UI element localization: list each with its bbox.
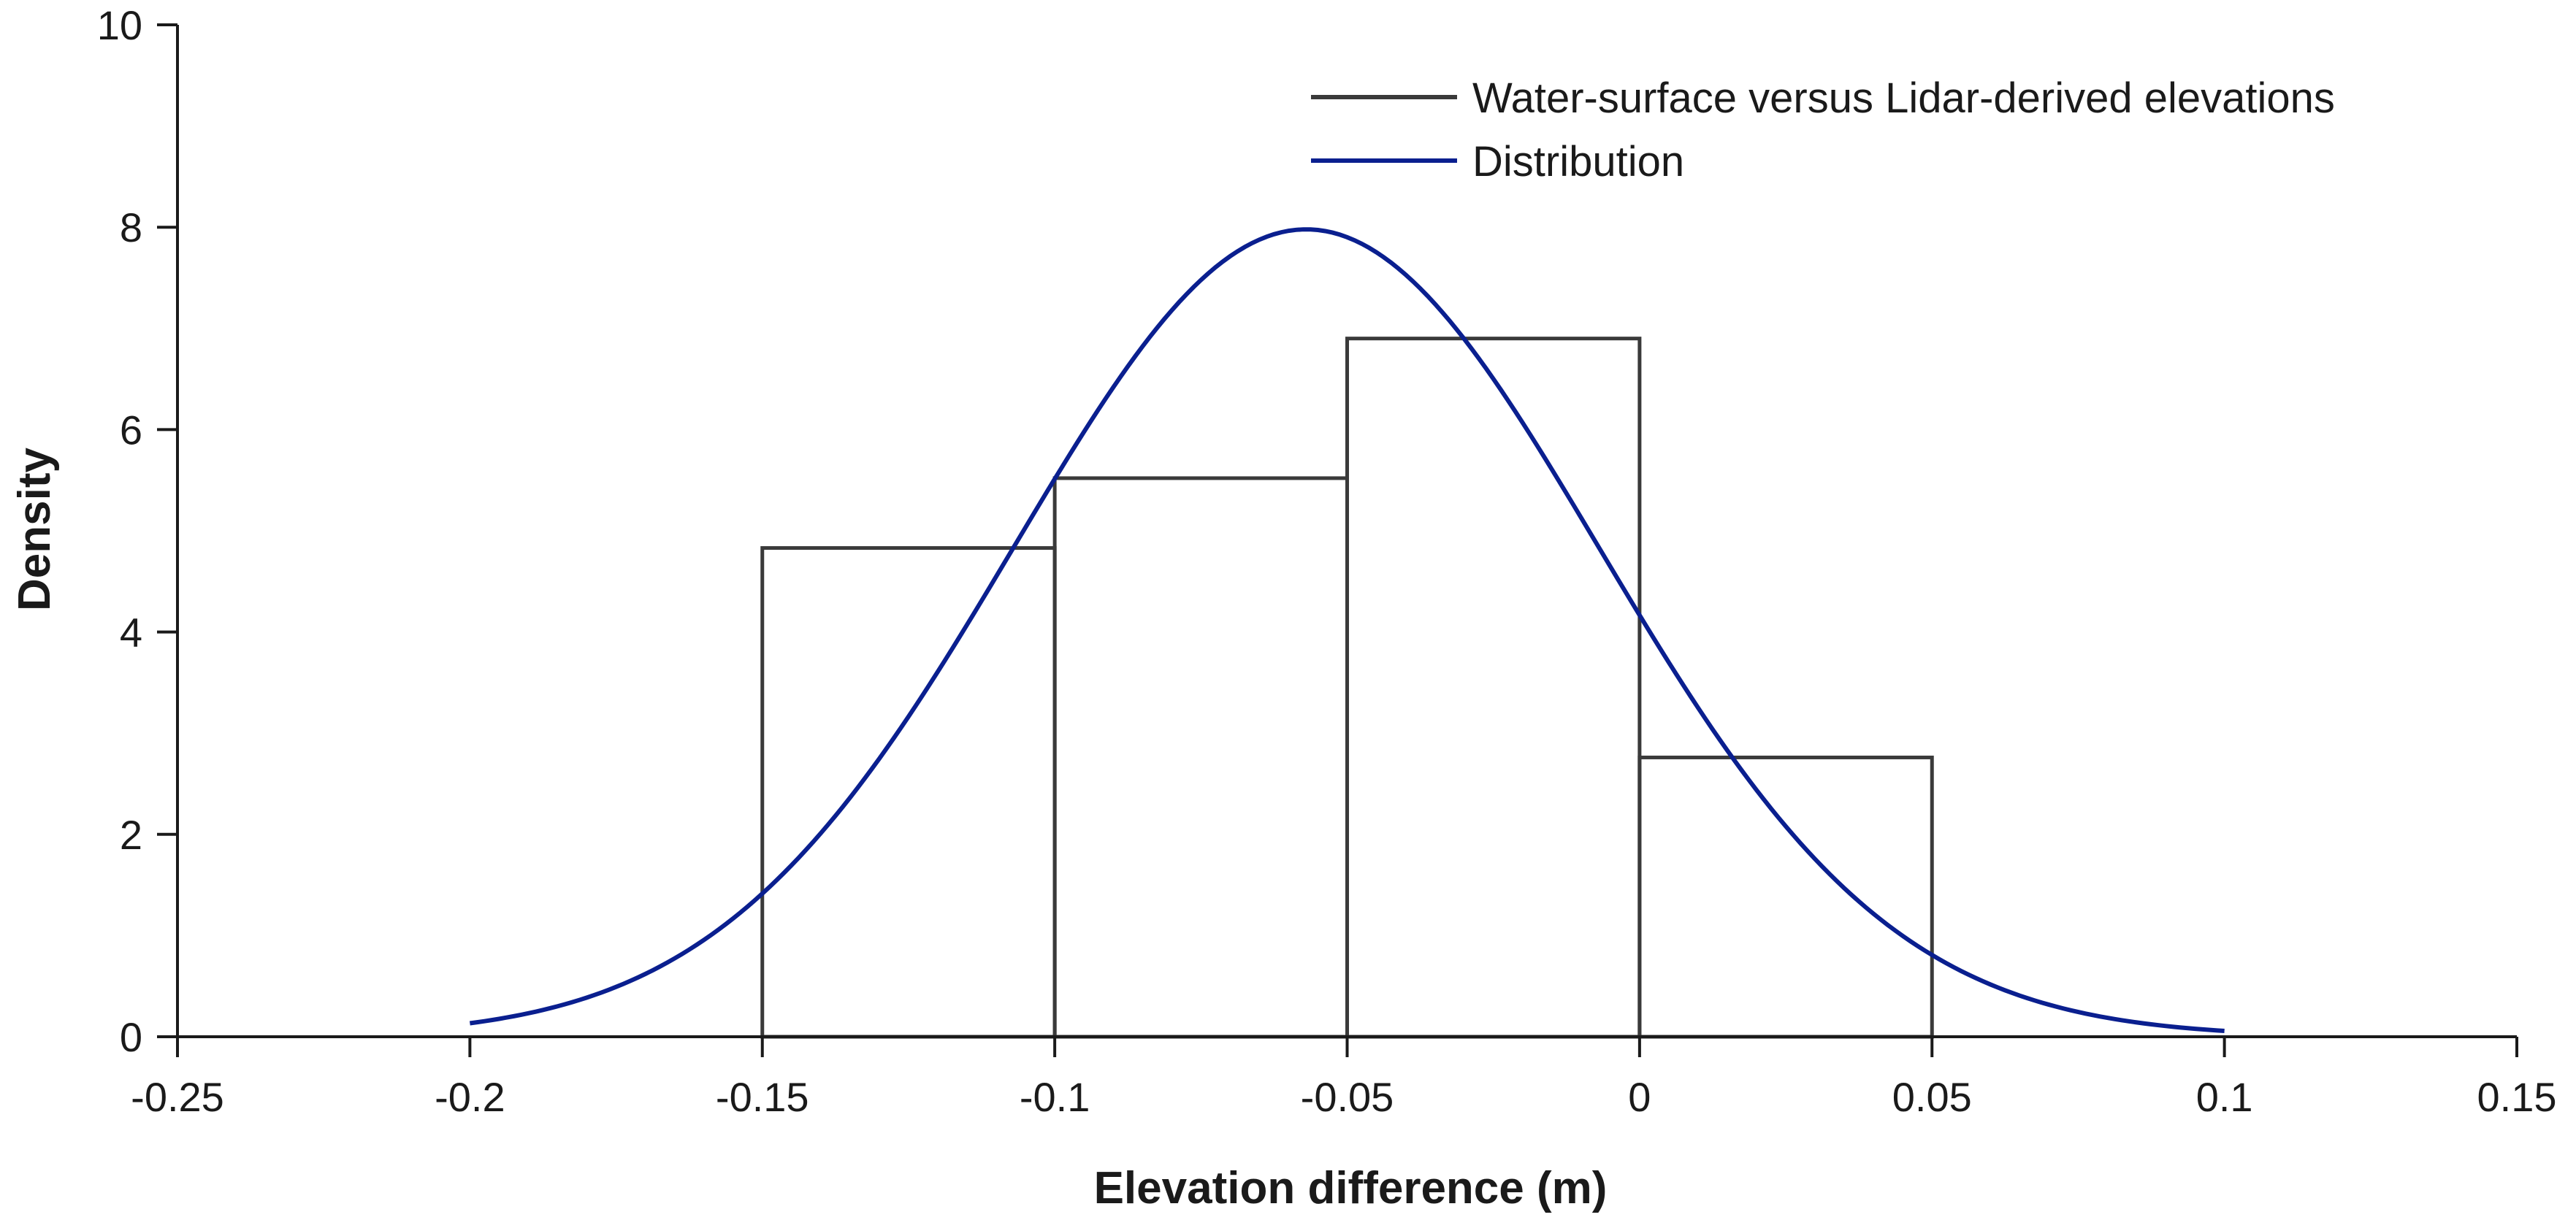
y-tick-label: 2 [120,812,142,858]
y-tick-label: 0 [120,1014,142,1060]
y-tick-label: 4 [120,610,142,656]
x-tick-label: 0 [1628,1074,1651,1120]
y-tick-label: 10 [97,2,142,48]
legend-label-histogram: Water-surface versus Lidar-derived eleva… [1472,74,2335,122]
x-tick-label: 0.1 [2196,1074,2253,1120]
histogram-bar [1345,337,1642,1039]
x-tick-label: -0.25 [131,1074,224,1120]
x-tick-label: -0.1 [1020,1074,1090,1120]
x-tick-label: -0.2 [435,1074,505,1120]
y-tick-label: 8 [120,204,142,250]
x-axis-title: Elevation difference (m) [1094,1163,1608,1213]
x-tick-label: -0.15 [716,1074,809,1120]
histogram-bar [1052,476,1349,1039]
y-axis-title: Density [9,448,60,611]
x-tick-label: -0.05 [1301,1074,1394,1120]
histogram-bar [1637,755,1934,1039]
x-tick-label: 0.05 [1892,1074,1972,1120]
histogram-bars [760,337,1934,1039]
legend: Water-surface versus Lidar-derived eleva… [1311,74,2335,185]
legend-label-distribution: Distribution [1472,138,1684,185]
y-axis-ticks: 0 2 4 6 8 10 [97,2,177,1060]
x-axis-ticks: -0.25 -0.2 -0.15 -0.1 -0.05 0 0.05 0.1 0.15 [131,1037,2557,1120]
histogram-bar [760,546,1057,1039]
y-tick-label: 6 [120,407,142,453]
distribution-curve [469,227,2225,1034]
x-tick-label: 0.15 [2477,1074,2557,1120]
